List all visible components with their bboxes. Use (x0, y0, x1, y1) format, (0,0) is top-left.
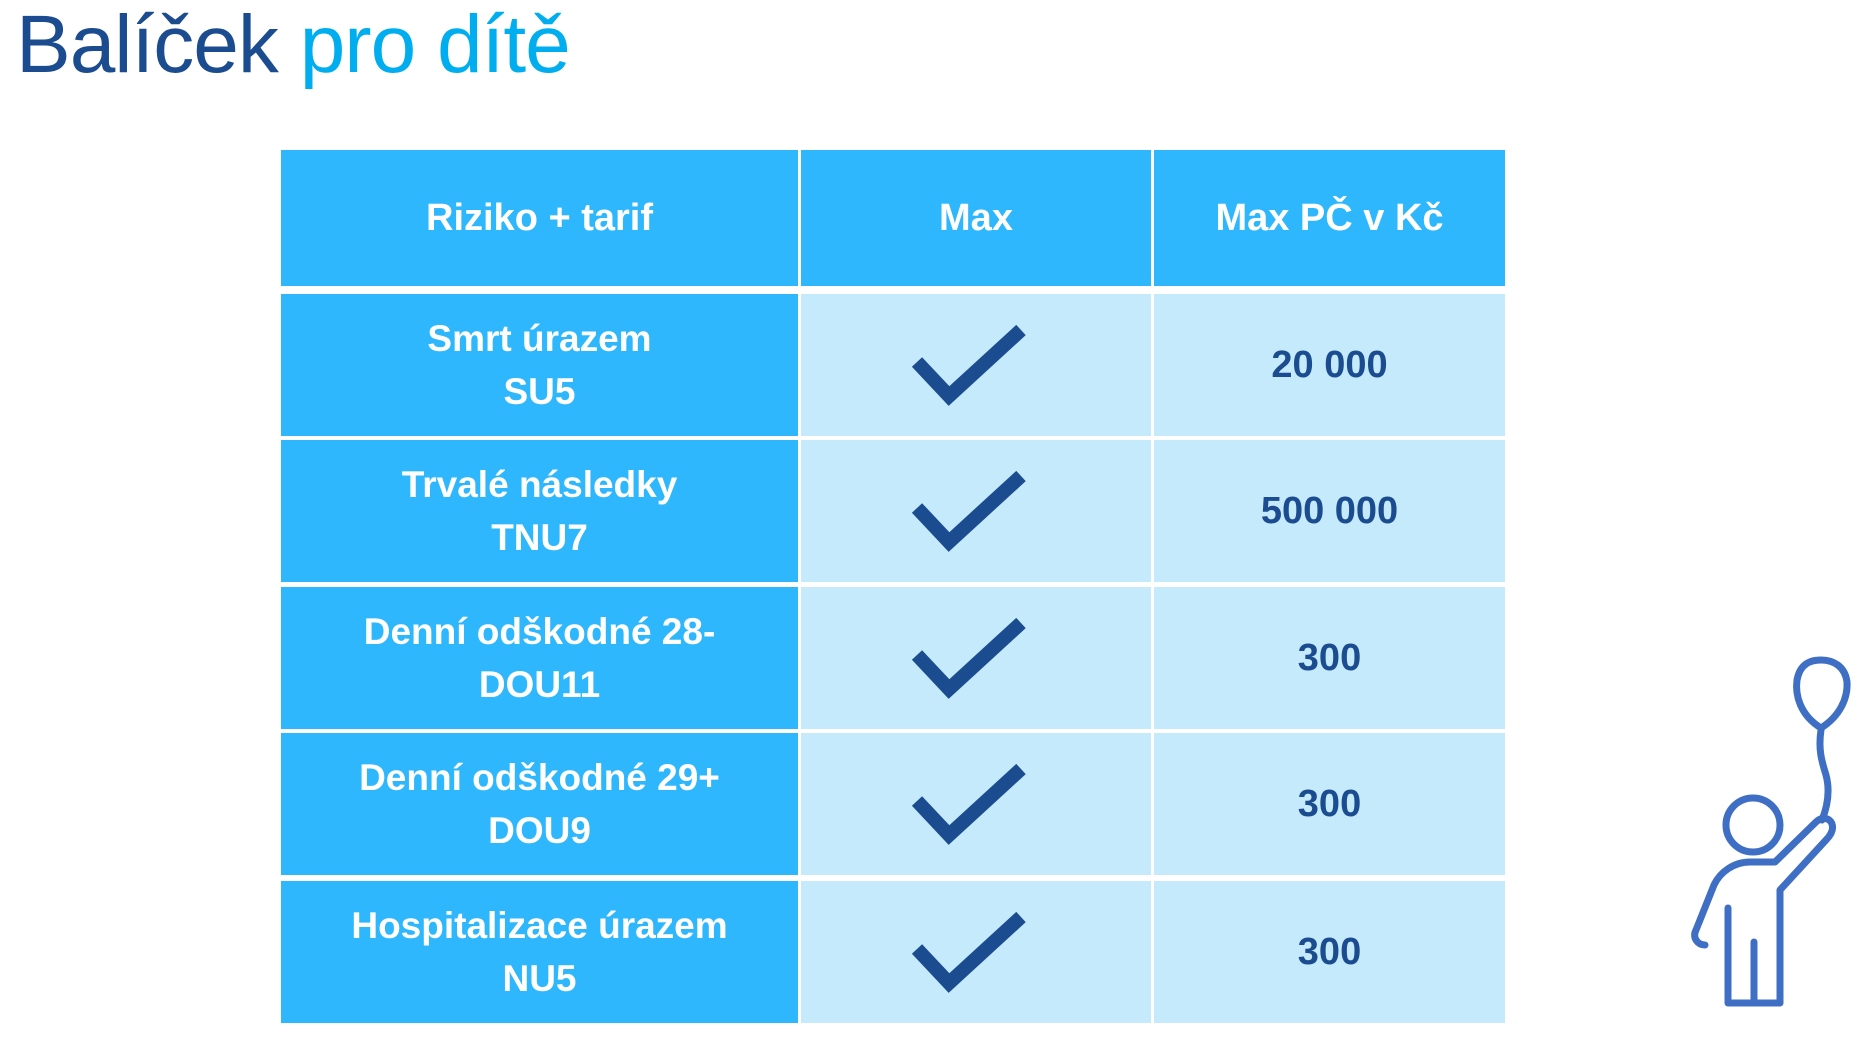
risk-cell: Denní odškodné 28- DOU11 (281, 587, 798, 729)
max-cell (801, 733, 1151, 875)
risk-name: Trvalé následky (401, 464, 678, 505)
header-risk-tariff: Riziko + tarif (281, 150, 798, 286)
body (1691, 814, 1836, 1007)
header-max-amount: Max PČ v Kč (1154, 150, 1505, 286)
max-cell (801, 440, 1151, 582)
page-title: Balíček pro dítě (16, 0, 571, 92)
max-cell (801, 881, 1151, 1023)
risk-cell: Hospitalizace úrazem NU5 (281, 881, 798, 1023)
header-max: Max (801, 150, 1151, 286)
risk-cell: Trvalé následky TNU7 (281, 440, 798, 582)
check-icon (911, 763, 1026, 845)
risk-name: Denní odškodné 29+ (359, 757, 720, 798)
risk-cell: Denní odškodné 29+ DOU9 (281, 733, 798, 875)
tariff-code: DOU9 (488, 810, 591, 851)
amount-cell: 20 000 (1154, 294, 1505, 436)
head (1722, 794, 1784, 856)
tariff-code: DOU11 (478, 664, 601, 705)
risk-cell: Smrt úrazem SU5 (281, 294, 798, 436)
tariff-code: TNU7 (491, 517, 588, 558)
tariff-code: NU5 (502, 958, 577, 999)
risk-name: Denní odškodné 28- (363, 611, 716, 652)
amount-cell: 300 (1154, 881, 1505, 1023)
risk-name: Smrt úrazem (427, 318, 652, 359)
risk-name: Hospitalizace úrazem (351, 905, 728, 946)
check-icon (911, 324, 1026, 406)
check-icon (911, 470, 1026, 552)
balloon-string (1816, 726, 1832, 824)
balloon (1793, 656, 1851, 732)
amount-cell: 500 000 (1154, 440, 1505, 582)
amount-cell: 300 (1154, 587, 1505, 729)
max-cell (801, 587, 1151, 729)
max-cell (801, 294, 1151, 436)
title-part-2: pro dítě (299, 0, 571, 90)
child-with-balloon-icon (1691, 656, 1851, 1007)
amount-cell: 300 (1154, 733, 1505, 875)
title-part-1: Balíček (16, 0, 279, 90)
check-icon (911, 911, 1026, 993)
check-icon (911, 617, 1026, 699)
tariff-code: SU5 (503, 371, 576, 412)
